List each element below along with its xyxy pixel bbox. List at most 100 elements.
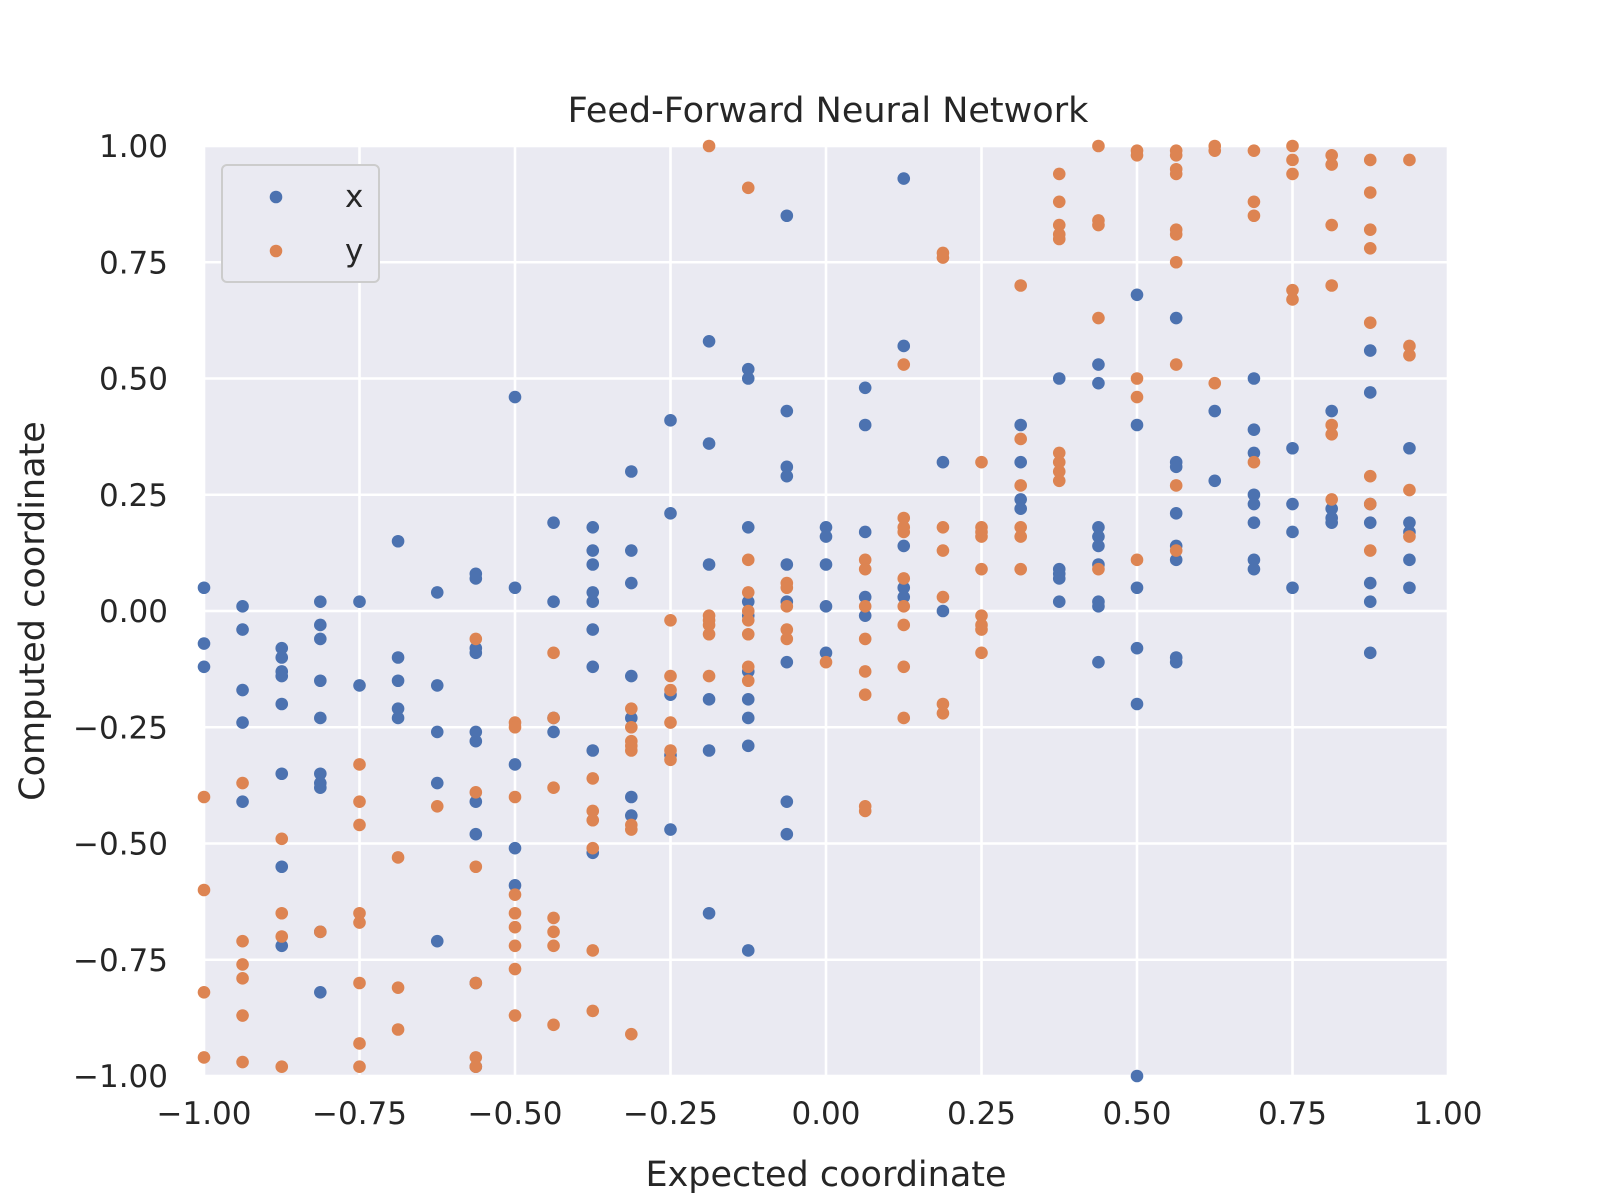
point-x	[1014, 455, 1027, 469]
point-y	[547, 911, 560, 925]
point-x	[1169, 311, 1183, 325]
point-x	[702, 558, 716, 571]
point-y	[586, 813, 600, 827]
point-x	[741, 711, 755, 725]
point-x	[1403, 553, 1416, 567]
point-y	[1092, 562, 1105, 576]
point-x	[1286, 581, 1299, 595]
legend-frame	[221, 164, 380, 283]
point-y	[236, 1009, 249, 1022]
point-x	[314, 767, 327, 781]
point-y	[897, 511, 911, 525]
point-y	[897, 660, 911, 674]
point-x	[1130, 581, 1144, 595]
point-x	[1286, 441, 1299, 455]
point-y	[1363, 316, 1377, 330]
x-tick-label: −0.25	[623, 1096, 718, 1132]
point-x	[1363, 646, 1377, 660]
point-x	[469, 725, 483, 739]
point-y	[1052, 195, 1066, 209]
point-x	[508, 581, 522, 595]
point-y	[1169, 479, 1183, 492]
point-y	[275, 1060, 289, 1073]
point-y	[586, 772, 600, 785]
x-tick-label: 0.50	[1102, 1096, 1171, 1132]
point-x	[780, 558, 794, 571]
x-axis-title: Expected coordinate	[645, 1155, 1006, 1195]
point-y	[547, 711, 560, 725]
point-y	[1014, 530, 1027, 543]
point-x	[1169, 553, 1183, 567]
point-y	[1363, 242, 1377, 255]
point-y	[508, 1009, 522, 1022]
point-x	[1092, 358, 1105, 371]
point-x	[1052, 572, 1066, 585]
y-axis-title: Computed coordinate	[13, 421, 53, 801]
point-y	[897, 572, 911, 585]
point-x	[469, 827, 483, 841]
point-y	[1403, 153, 1416, 167]
point-y	[897, 525, 911, 539]
point-y	[314, 925, 327, 939]
tick-labels: −1.00 −0.75 −0.50 −0.25 0.00 0.25 0.50 0.75 1.00…	[73, 129, 1483, 1132]
point-x	[741, 362, 755, 376]
point-x	[1130, 641, 1144, 655]
point-x	[547, 595, 560, 608]
x-tick-label: −1.00	[157, 1096, 252, 1132]
point-x	[1092, 539, 1105, 553]
x-tick-label: 0.75	[1258, 1096, 1327, 1132]
point-y	[1169, 228, 1183, 241]
point-y	[1208, 144, 1222, 157]
point-y	[275, 930, 289, 943]
point-y	[1130, 390, 1144, 404]
point-x	[780, 209, 794, 223]
point-y	[1052, 167, 1066, 181]
point-y	[1092, 311, 1105, 325]
point-x	[197, 660, 211, 674]
point-x	[780, 460, 794, 474]
point-x	[897, 172, 911, 185]
point-y	[1169, 149, 1183, 162]
point-y	[702, 139, 716, 153]
point-x	[1247, 562, 1261, 576]
point-y	[1325, 158, 1338, 171]
point-y	[975, 562, 988, 576]
point-x	[819, 558, 833, 571]
point-y	[1363, 186, 1377, 199]
point-x	[1363, 576, 1377, 590]
point-x	[858, 609, 872, 622]
point-x	[586, 521, 600, 534]
chart-title: Feed-Forward Neural Network	[568, 91, 1089, 131]
point-y	[741, 553, 755, 567]
point-x	[469, 734, 483, 748]
point-y	[1363, 153, 1377, 167]
point-x	[702, 437, 716, 450]
point-x	[469, 795, 483, 808]
point-x	[236, 795, 249, 808]
x-tick-label: −0.75	[312, 1096, 407, 1132]
point-y	[858, 553, 872, 567]
x-tick-label: 0.25	[947, 1096, 1016, 1132]
point-x	[236, 600, 249, 613]
point-x	[586, 586, 600, 599]
point-y	[391, 1023, 405, 1036]
point-x	[1052, 595, 1066, 608]
point-y	[1014, 279, 1027, 292]
point-y	[547, 781, 560, 794]
point-y	[1247, 195, 1261, 209]
point-y	[780, 623, 794, 636]
point-y	[1286, 293, 1299, 306]
point-y	[508, 920, 522, 934]
data-points	[197, 139, 1416, 1083]
point-x	[353, 679, 366, 692]
series-y	[197, 139, 1416, 1073]
point-y	[353, 1060, 366, 1073]
point-y	[819, 655, 833, 669]
point-x	[1014, 502, 1027, 515]
point-y	[741, 614, 755, 627]
point-y	[858, 632, 872, 646]
point-y	[858, 688, 872, 701]
legend-label-y: y	[345, 233, 363, 269]
